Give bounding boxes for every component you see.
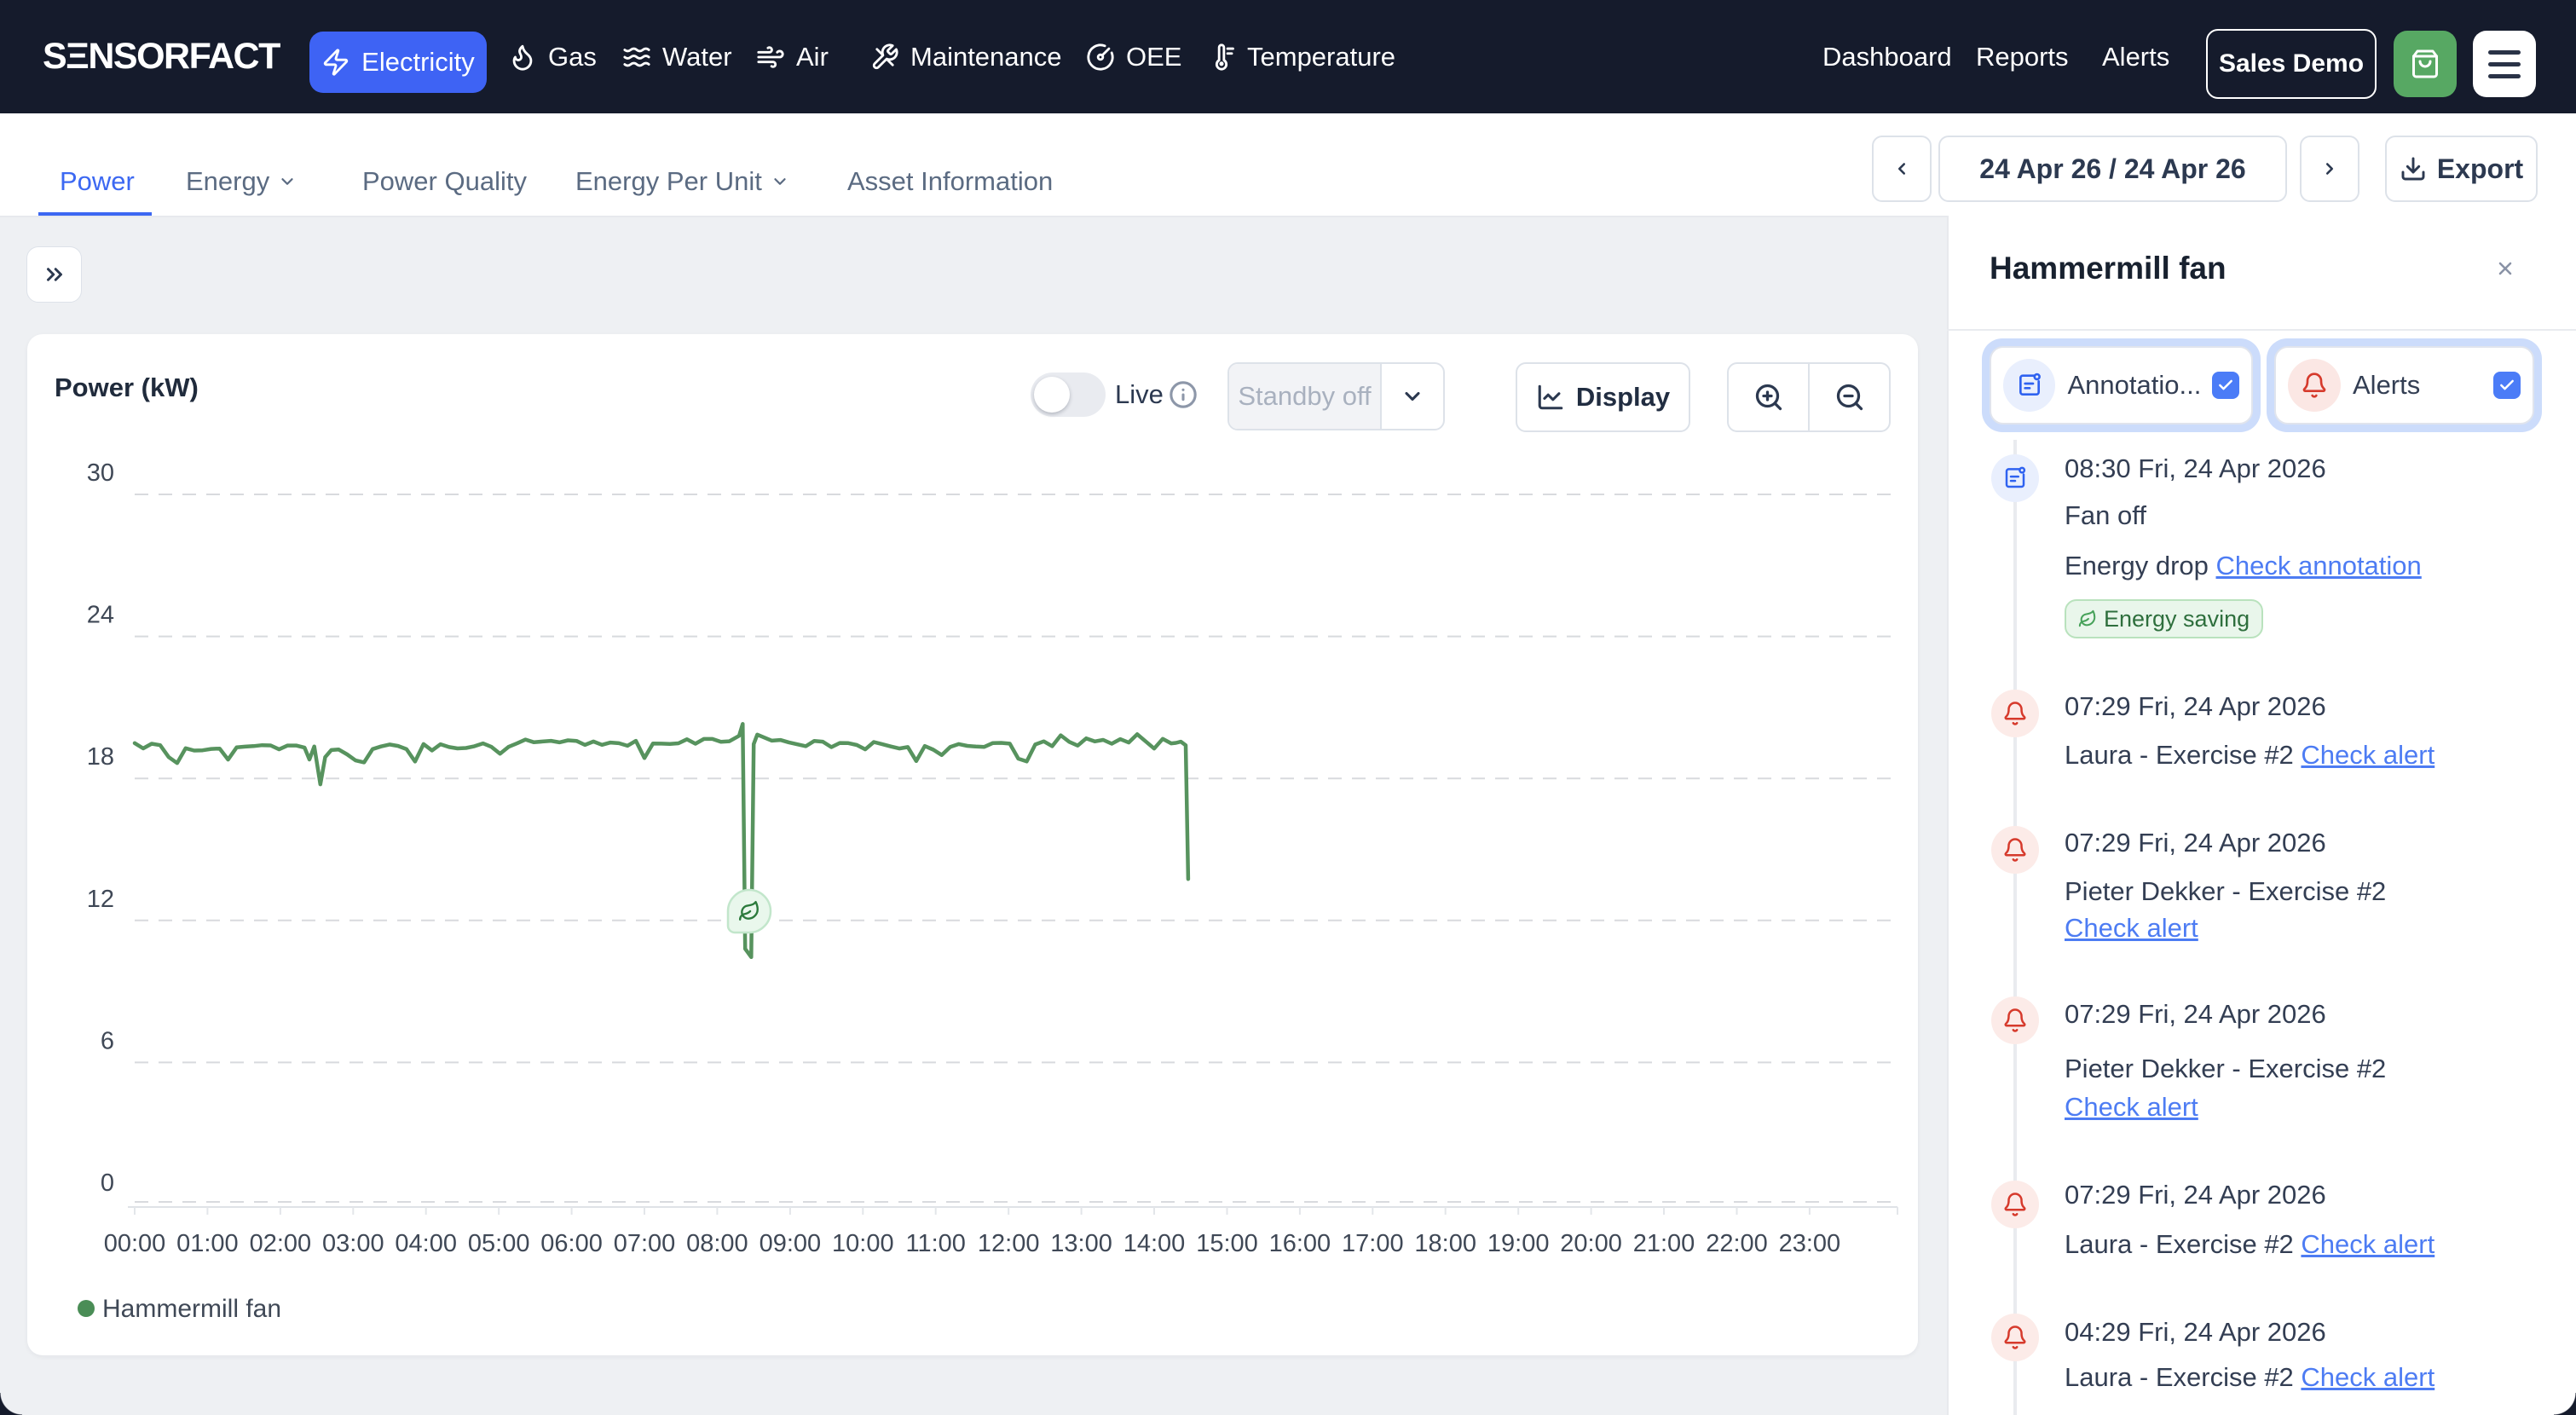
svg-text:03:00: 03:00 bbox=[322, 1230, 384, 1257]
svg-text:21:00: 21:00 bbox=[1633, 1230, 1695, 1257]
svg-text:09:00: 09:00 bbox=[760, 1230, 822, 1257]
svg-text:24: 24 bbox=[87, 602, 114, 629]
svg-text:17:00: 17:00 bbox=[1342, 1230, 1404, 1257]
svg-text:18:00: 18:00 bbox=[1414, 1230, 1476, 1257]
svg-text:05:00: 05:00 bbox=[468, 1230, 530, 1257]
svg-text:23:00: 23:00 bbox=[1779, 1230, 1841, 1257]
svg-text:15:00: 15:00 bbox=[1196, 1230, 1258, 1257]
svg-text:20:00: 20:00 bbox=[1560, 1230, 1622, 1257]
svg-text:12:00: 12:00 bbox=[978, 1230, 1040, 1257]
svg-text:07:00: 07:00 bbox=[614, 1230, 676, 1257]
svg-text:13:00: 13:00 bbox=[1050, 1230, 1112, 1257]
svg-text:12: 12 bbox=[87, 886, 114, 913]
svg-text:Hammermill fan: Hammermill fan bbox=[102, 1295, 281, 1323]
svg-text:30: 30 bbox=[87, 459, 114, 487]
svg-text:00:00: 00:00 bbox=[104, 1230, 166, 1257]
svg-text:19:00: 19:00 bbox=[1487, 1230, 1550, 1257]
svg-text:14:00: 14:00 bbox=[1123, 1230, 1186, 1257]
svg-text:08:00: 08:00 bbox=[686, 1230, 748, 1257]
svg-text:18: 18 bbox=[87, 743, 114, 771]
svg-text:16:00: 16:00 bbox=[1269, 1230, 1331, 1257]
svg-text:11:00: 11:00 bbox=[905, 1230, 965, 1257]
svg-text:0: 0 bbox=[101, 1170, 114, 1197]
svg-text:06:00: 06:00 bbox=[540, 1230, 603, 1257]
svg-text:04:00: 04:00 bbox=[395, 1230, 457, 1257]
svg-text:6: 6 bbox=[101, 1027, 114, 1054]
svg-text:10:00: 10:00 bbox=[832, 1230, 894, 1257]
svg-text:01:00: 01:00 bbox=[176, 1230, 239, 1257]
svg-text:02:00: 02:00 bbox=[250, 1230, 312, 1257]
svg-text:22:00: 22:00 bbox=[1706, 1230, 1768, 1257]
